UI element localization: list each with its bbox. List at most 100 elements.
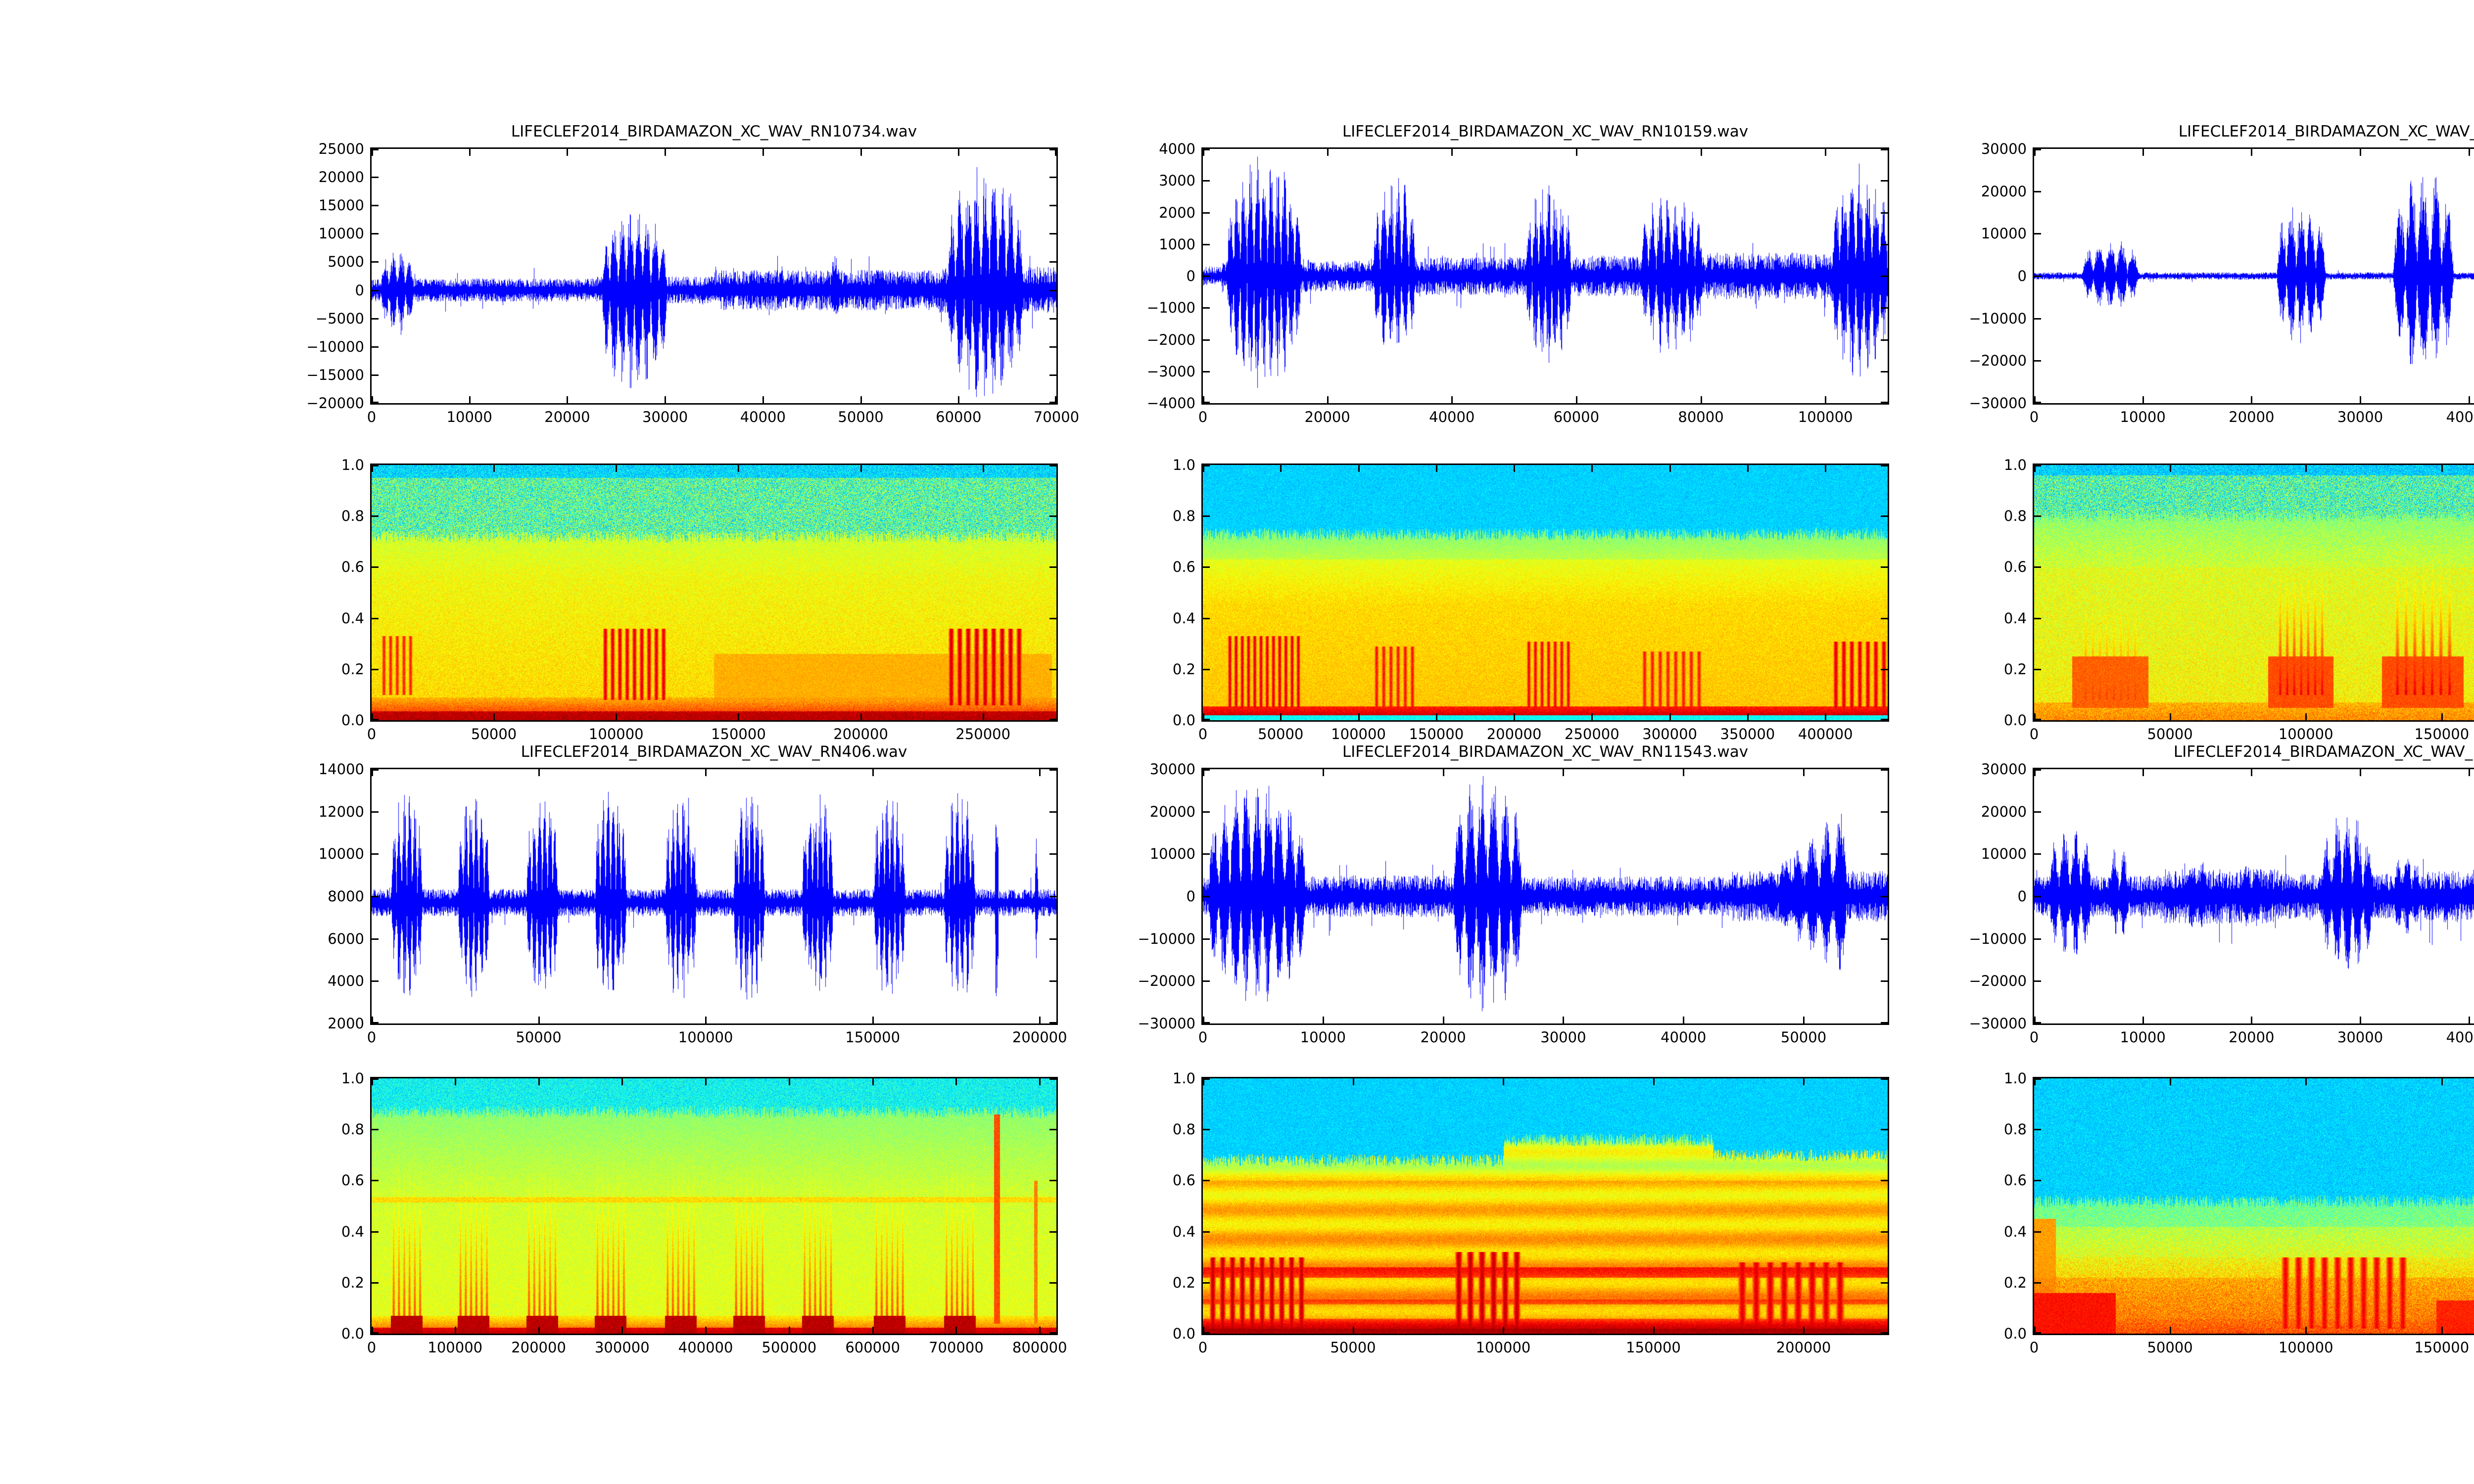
tick-mark [1049, 1129, 1056, 1130]
x-tick-label: 100000 [2278, 1339, 2333, 1356]
y-tick-label: 1.0 [1172, 457, 1195, 473]
tick-mark [1049, 205, 1056, 206]
x-tick-label: 150000 [845, 1029, 901, 1046]
tick-mark [1203, 938, 1210, 940]
tick-mark [538, 769, 540, 776]
tick-mark [2360, 396, 2361, 403]
tick-mark [469, 396, 471, 403]
tick-mark [1881, 938, 1888, 940]
tick-mark [2034, 811, 2041, 813]
tick-mark [1203, 566, 1210, 568]
x-tick-label: 100000 [428, 1339, 483, 1356]
tick-mark [372, 1078, 379, 1080]
tick-mark [1055, 396, 1056, 403]
tick-mark [1353, 1078, 1354, 1085]
tick-mark [2360, 149, 2361, 156]
tick-mark [1514, 465, 1515, 472]
tick-mark [789, 1327, 790, 1334]
tick-mark [1881, 1129, 1888, 1130]
tick-mark [372, 205, 379, 206]
tick-mark [372, 1327, 373, 1334]
x-tick-label: 350000 [1720, 726, 1775, 742]
tick-mark [860, 713, 862, 720]
y-tick-label: 10000 [1981, 225, 2027, 242]
y-tick-label: −30000 [1969, 395, 2027, 412]
x-tick-label: 150000 [1409, 726, 1464, 742]
waveform-canvas [2034, 769, 2474, 1023]
tick-mark [1280, 465, 1282, 472]
x-tick-label: 800000 [1012, 1339, 1067, 1356]
y-tick-label: 0.2 [341, 1274, 364, 1291]
tick-mark [372, 719, 379, 720]
tick-mark [1881, 566, 1888, 568]
tick-mark [567, 396, 568, 403]
tick-mark [621, 1327, 623, 1334]
y-tick-label: 0.8 [1172, 1121, 1195, 1138]
y-tick-label: −30000 [1969, 1015, 2027, 1032]
y-tick-label: 4000 [1159, 140, 1195, 157]
tick-mark [1443, 1017, 1444, 1023]
tick-mark [1881, 1332, 1888, 1334]
tick-mark [2142, 149, 2144, 156]
tick-mark [1881, 339, 1888, 341]
tick-mark [1049, 515, 1056, 517]
tick-mark [372, 233, 379, 234]
tick-mark [1203, 212, 1210, 214]
x-tick-label: 150000 [2414, 1339, 2470, 1356]
tick-mark [1591, 465, 1593, 472]
waveform-plot [2033, 768, 2474, 1025]
tick-mark [1436, 465, 1437, 472]
y-tick-label: 30000 [1981, 140, 2027, 157]
y-tick-label: 0 [2017, 888, 2027, 905]
tick-mark [705, 1327, 707, 1334]
y-tick-label: 0.6 [341, 1172, 364, 1189]
x-tick-label: 60000 [936, 409, 982, 425]
x-tick-label: 0 [2029, 726, 2039, 742]
tick-mark [2441, 713, 2443, 720]
tick-mark [1203, 811, 1210, 813]
tick-mark [1049, 374, 1056, 376]
spectrogram-canvas [372, 465, 1056, 720]
y-tick-label: 0.6 [1172, 1172, 1195, 1189]
tick-mark [2034, 402, 2041, 403]
y-tick-label: 0.8 [341, 1121, 364, 1138]
y-tick-label: 10000 [318, 225, 364, 242]
plot-title: LIFECLEF2014_BIRDAMAZON_XC_WAV_RN6593.wa… [2178, 123, 2474, 140]
tick-mark [1881, 980, 1888, 982]
tick-mark [2469, 149, 2470, 156]
y-tick-label: 0 [355, 281, 364, 299]
x-tick-label: 200000 [1486, 726, 1542, 742]
y-tick-label: −3000 [1146, 363, 1195, 380]
tick-mark [372, 769, 379, 771]
y-tick-label: −20000 [1138, 973, 1195, 990]
x-tick-label: 0 [367, 1029, 377, 1046]
tick-mark [372, 318, 379, 320]
y-tick-label: 8000 [328, 888, 364, 905]
x-tick-label: 10000 [1300, 1029, 1346, 1046]
tick-mark [493, 465, 495, 472]
tick-mark [2034, 318, 2041, 320]
tick-mark [1881, 1282, 1888, 1284]
y-tick-label: 1.0 [341, 457, 364, 473]
tick-mark [1803, 1327, 1805, 1334]
y-tick-label: 0.4 [1172, 1223, 1195, 1240]
y-tick-label: 14000 [318, 761, 364, 778]
tick-mark [1825, 396, 1826, 403]
tick-mark [2034, 896, 2041, 897]
tick-mark [1203, 402, 1210, 403]
y-tick-label: 0.2 [1172, 660, 1195, 678]
x-tick-label: 0 [1198, 726, 1208, 742]
tick-mark [2251, 769, 2252, 776]
spectrogram-canvas [2034, 465, 2474, 720]
tick-mark [1049, 853, 1056, 855]
x-tick-label: 20000 [544, 409, 590, 425]
tick-mark [1683, 769, 1684, 776]
plot-title: LIFECLEF2014_BIRDAMAZON_XC_WAV_RN10734.w… [511, 123, 917, 140]
y-tick-label: 0.0 [341, 712, 364, 729]
tick-mark [455, 1327, 456, 1334]
tick-mark [372, 1129, 379, 1130]
tick-mark [469, 149, 471, 156]
tick-mark [372, 980, 379, 982]
y-tick-label: −30000 [1138, 1015, 1195, 1032]
tick-mark [2034, 149, 2036, 156]
